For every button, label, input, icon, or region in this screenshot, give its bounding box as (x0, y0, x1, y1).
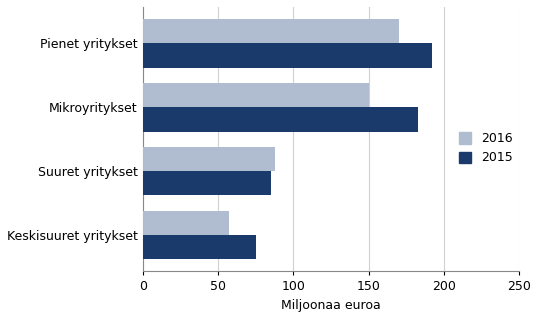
Bar (143, 107, 418, 131)
Bar (143, 83, 369, 107)
Bar (143, 171, 271, 196)
Bar (143, 19, 399, 43)
Bar (143, 211, 229, 235)
Legend: 2016, 2015: 2016, 2015 (458, 132, 513, 165)
Bar (143, 147, 275, 171)
X-axis label: Miljoonaa euroa: Miljoonaa euroa (281, 299, 381, 312)
Bar (143, 235, 256, 259)
Bar (143, 43, 432, 68)
